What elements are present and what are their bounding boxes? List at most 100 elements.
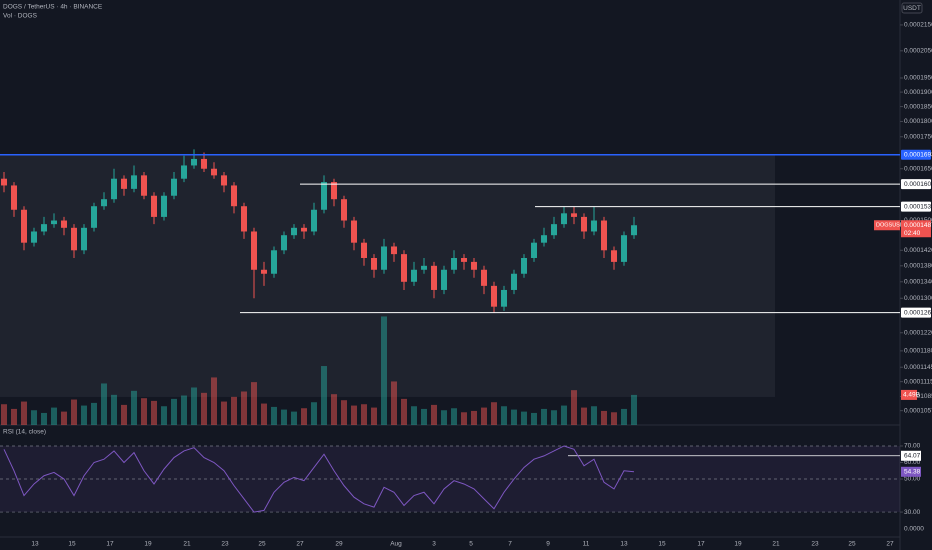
candle-body xyxy=(11,185,17,210)
x-tick-label: 17 xyxy=(106,541,114,548)
candle-body xyxy=(381,246,387,270)
volume-bar xyxy=(361,404,367,425)
volume-bar xyxy=(601,410,607,425)
candle-body xyxy=(361,242,367,258)
candle-body xyxy=(371,257,377,270)
x-tick-label: 23 xyxy=(221,541,229,548)
volume-bar xyxy=(181,395,187,425)
volume-bar xyxy=(431,404,437,425)
level-label-box xyxy=(901,307,931,318)
current-price: 0.0001487 xyxy=(904,222,932,229)
candle-body xyxy=(191,158,197,166)
volume-bar xyxy=(611,412,617,425)
level-label-box xyxy=(901,149,931,160)
volume-label-box xyxy=(901,389,917,400)
y-tick-label: 0.0001650 xyxy=(904,165,932,172)
volume-bar xyxy=(561,405,567,425)
volume-bar xyxy=(501,406,507,425)
currency-button[interactable] xyxy=(901,2,923,14)
level-label: 0.0001266 xyxy=(904,309,932,316)
y-tick-label: 0.0002150 xyxy=(904,22,932,29)
volume-bar xyxy=(401,398,407,425)
volume-bar xyxy=(91,402,97,425)
y-tick-label: 0.0001420 xyxy=(904,247,932,254)
volume-bar xyxy=(231,396,237,425)
candle-body xyxy=(511,273,517,290)
y-tick-label: 0.0002050 xyxy=(904,48,932,55)
level-label: 0.0001539 xyxy=(904,203,932,210)
current-symbol-box xyxy=(874,220,900,231)
candle-body xyxy=(401,254,407,282)
volume-bar xyxy=(471,410,477,425)
rsi-level-box xyxy=(901,450,921,461)
volume-bar xyxy=(11,408,17,425)
candle-body xyxy=(31,231,37,243)
volume-bar xyxy=(441,410,447,425)
candle-body xyxy=(411,269,417,282)
y-tick-label: 0.0001057 xyxy=(904,407,932,414)
volume-bar xyxy=(41,412,47,425)
volume-bar xyxy=(251,382,257,425)
volume-bar xyxy=(491,402,497,425)
x-tick-label: 7 xyxy=(508,541,512,548)
x-tick-label: 25 xyxy=(848,541,856,548)
candle-body xyxy=(151,195,157,217)
candle-body xyxy=(111,178,117,200)
candle-body xyxy=(541,235,547,243)
volume-legend: Vol · DOGS xyxy=(3,13,38,20)
x-tick-label: 19 xyxy=(144,541,152,548)
candle-body xyxy=(521,257,527,274)
level-label-box xyxy=(901,179,931,190)
rsi-level-label: 64.07 xyxy=(904,452,921,459)
volume-bar xyxy=(31,410,37,425)
volume-bar xyxy=(191,387,197,425)
candle-body xyxy=(101,199,107,207)
candle-body xyxy=(51,220,57,225)
volume-bar xyxy=(241,391,247,425)
y-tick-label: 0.0001900 xyxy=(904,89,932,96)
y-tick-label: 0.0001950 xyxy=(904,75,932,82)
volume-bar xyxy=(151,400,157,425)
volume-bar xyxy=(81,405,87,425)
volume-bar xyxy=(631,394,637,425)
volume-bar xyxy=(221,401,227,425)
candle-body xyxy=(161,195,167,217)
y-tick-label: 0.0001180 xyxy=(904,348,932,355)
candle-body xyxy=(1,178,7,186)
volume-bar xyxy=(61,411,67,425)
volume-bar xyxy=(621,408,627,425)
candle-body xyxy=(631,225,637,236)
volume-bar xyxy=(341,400,347,425)
x-tick-label: 27 xyxy=(296,541,304,548)
x-tick-label: 15 xyxy=(658,541,666,548)
candle-body xyxy=(331,182,337,200)
candle-body xyxy=(391,246,397,255)
rsi-line xyxy=(3,445,635,513)
x-tick-label: 21 xyxy=(183,541,191,548)
candle-body xyxy=(471,261,477,270)
x-tick-label: 17 xyxy=(697,541,705,548)
volume-bar xyxy=(591,406,597,425)
x-tick-label: 21 xyxy=(772,541,780,548)
level-label: 0.0001693 xyxy=(904,151,932,158)
candle-body xyxy=(201,158,207,169)
candle-body xyxy=(131,175,137,189)
candle-body xyxy=(141,175,147,196)
volume-bar xyxy=(291,411,297,425)
candle-body xyxy=(321,182,327,210)
volume-bar xyxy=(451,408,457,425)
rsi-title: RSI (14, close) xyxy=(3,429,46,436)
candle-body xyxy=(451,257,457,270)
currency[interactable]: USDT xyxy=(903,5,921,12)
x-tick-label: Aug xyxy=(390,541,402,548)
candle-body xyxy=(461,257,467,262)
candle-body xyxy=(121,178,127,189)
y-tick-label: 0.0001750 xyxy=(904,133,932,140)
volume-bar xyxy=(1,404,7,425)
volume-bar xyxy=(541,408,547,425)
candle-body xyxy=(231,185,237,207)
candle-body xyxy=(311,209,317,232)
volume-bar xyxy=(551,410,557,425)
rsi-last-box xyxy=(901,466,921,477)
candle-body xyxy=(591,220,597,232)
